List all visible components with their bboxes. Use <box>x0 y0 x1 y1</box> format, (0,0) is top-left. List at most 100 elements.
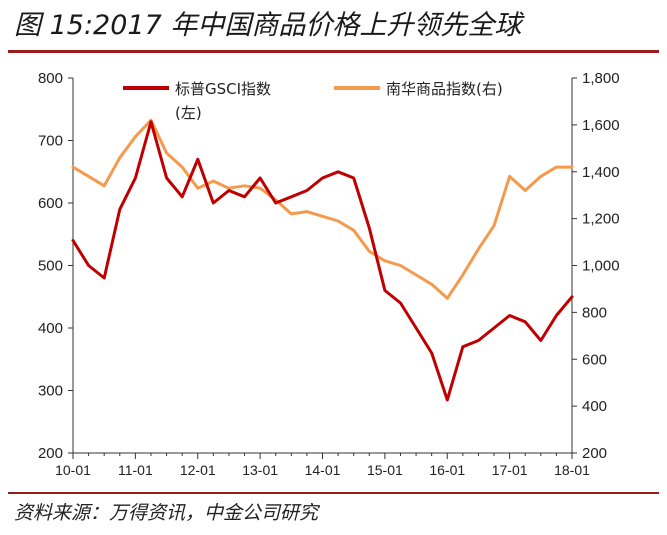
chart-title: 图 15:2017 年中国商品价格上升领先全球 <box>14 10 522 41</box>
point-nanhua <box>415 274 417 276</box>
point-nanhua <box>368 250 371 253</box>
x-tick-label: 13-01 <box>242 462 278 478</box>
point-nanhua <box>524 189 527 192</box>
point-nanhua <box>571 166 573 168</box>
point-gsci <box>368 227 371 229</box>
point-nanhua <box>337 220 339 222</box>
point-gsci <box>399 302 402 304</box>
series-line-gsci <box>71 120 574 402</box>
point-gsci <box>430 352 433 354</box>
point-gsci <box>134 177 137 179</box>
x-tick-label: 10-01 <box>55 462 91 478</box>
series-line-nanhua <box>71 118 574 300</box>
y-right-tick-label: 600 <box>582 351 607 368</box>
point-gsci <box>87 264 90 267</box>
point-gsci <box>103 277 105 279</box>
point-gsci <box>228 189 230 192</box>
point-gsci <box>118 208 121 211</box>
point-nanhua <box>384 260 386 262</box>
point-nanhua <box>212 180 215 182</box>
y-left-tick-label: 200 <box>38 445 63 462</box>
point-nanhua <box>493 224 495 227</box>
point-gsci <box>446 399 449 401</box>
point-nanhua <box>165 152 168 154</box>
legend-label-nanhua: 南华商品指数(右) <box>386 80 503 98</box>
y-left-tick-label: 500 <box>38 258 63 275</box>
point-nanhua <box>306 210 308 213</box>
top-rule <box>8 50 659 53</box>
y-left-tick-label: 700 <box>38 133 63 150</box>
y-left-tick-label: 400 <box>38 320 63 337</box>
y-right-tick-label: 1,400 <box>582 164 620 181</box>
point-gsci <box>306 189 308 192</box>
point-gsci <box>477 339 480 342</box>
y-right-tick-label: 1,200 <box>582 211 620 228</box>
point-gsci <box>462 345 464 348</box>
y-right-tick-label: 1,000 <box>582 258 620 275</box>
point-nanhua <box>181 166 183 168</box>
point-nanhua <box>462 274 464 276</box>
point-nanhua <box>477 248 480 250</box>
point-gsci <box>508 314 511 317</box>
point-nanhua <box>259 187 261 189</box>
x-tick-label: 14-01 <box>305 462 341 478</box>
x-tick-label: 18-01 <box>554 462 590 478</box>
point-gsci <box>259 177 261 179</box>
point-gsci <box>243 195 246 198</box>
y-right-tick-label: 800 <box>582 304 607 321</box>
y-left-tick-label: 800 <box>38 70 63 87</box>
point-nanhua <box>118 156 121 159</box>
axes: 200 300 400 500 600 700 800 200 400 600 800 1,000 1,… <box>38 70 620 478</box>
point-nanhua <box>399 264 402 267</box>
point-gsci <box>150 120 152 123</box>
x-tick-label: 12-01 <box>180 462 216 478</box>
point-nanhua <box>87 175 90 178</box>
point-gsci <box>352 177 355 179</box>
y-left-tick-label: 300 <box>38 383 63 400</box>
point-gsci <box>290 195 293 198</box>
y-right-tick-label: 200 <box>582 445 607 462</box>
point-gsci <box>181 195 183 198</box>
point-nanhua <box>103 185 105 187</box>
legend-label-sub: (左) <box>175 104 202 122</box>
y-left-tick-label: 600 <box>38 195 63 212</box>
point-gsci <box>555 314 558 317</box>
point-nanhua <box>134 135 137 138</box>
point-nanhua <box>352 229 355 232</box>
x-tick-label: 17-01 <box>492 462 528 478</box>
point-gsci <box>493 327 495 329</box>
point-nanhua <box>72 166 74 168</box>
point-gsci <box>337 170 339 173</box>
x-tick-label: 16-01 <box>429 462 465 478</box>
point-gsci <box>72 239 74 242</box>
point-nanhua <box>430 283 433 286</box>
point-nanhua <box>243 185 246 187</box>
point-nanhua <box>555 166 558 168</box>
point-gsci <box>415 327 417 329</box>
x-tick-label: 15-01 <box>367 462 403 478</box>
y-right-tick-label: 400 <box>582 398 607 415</box>
bottom-rule <box>8 492 659 494</box>
point-gsci <box>196 158 199 161</box>
point-nanhua <box>290 213 293 215</box>
point-nanhua <box>540 175 542 178</box>
point-nanhua <box>508 175 511 178</box>
point-gsci <box>384 289 386 292</box>
series-lines <box>71 118 574 402</box>
point-nanhua <box>228 187 230 189</box>
source-note: 资料来源：万得资讯，中金公司研究 <box>14 502 319 524</box>
point-gsci <box>321 177 324 179</box>
point-gsci <box>212 202 215 204</box>
point-nanhua <box>321 215 324 218</box>
y-right-tick-label: 1,600 <box>582 117 620 134</box>
legend: 标普GSCI指数 (左) 南华商品指数(右) <box>123 80 503 122</box>
point-gsci <box>165 177 168 179</box>
point-nanhua <box>196 187 199 189</box>
y-right-tick-label: 1,800 <box>582 70 620 87</box>
point-gsci <box>274 202 277 204</box>
point-nanhua <box>446 297 449 300</box>
x-tick-label: 11-01 <box>118 462 153 478</box>
point-gsci <box>540 339 542 342</box>
point-gsci <box>571 295 573 298</box>
